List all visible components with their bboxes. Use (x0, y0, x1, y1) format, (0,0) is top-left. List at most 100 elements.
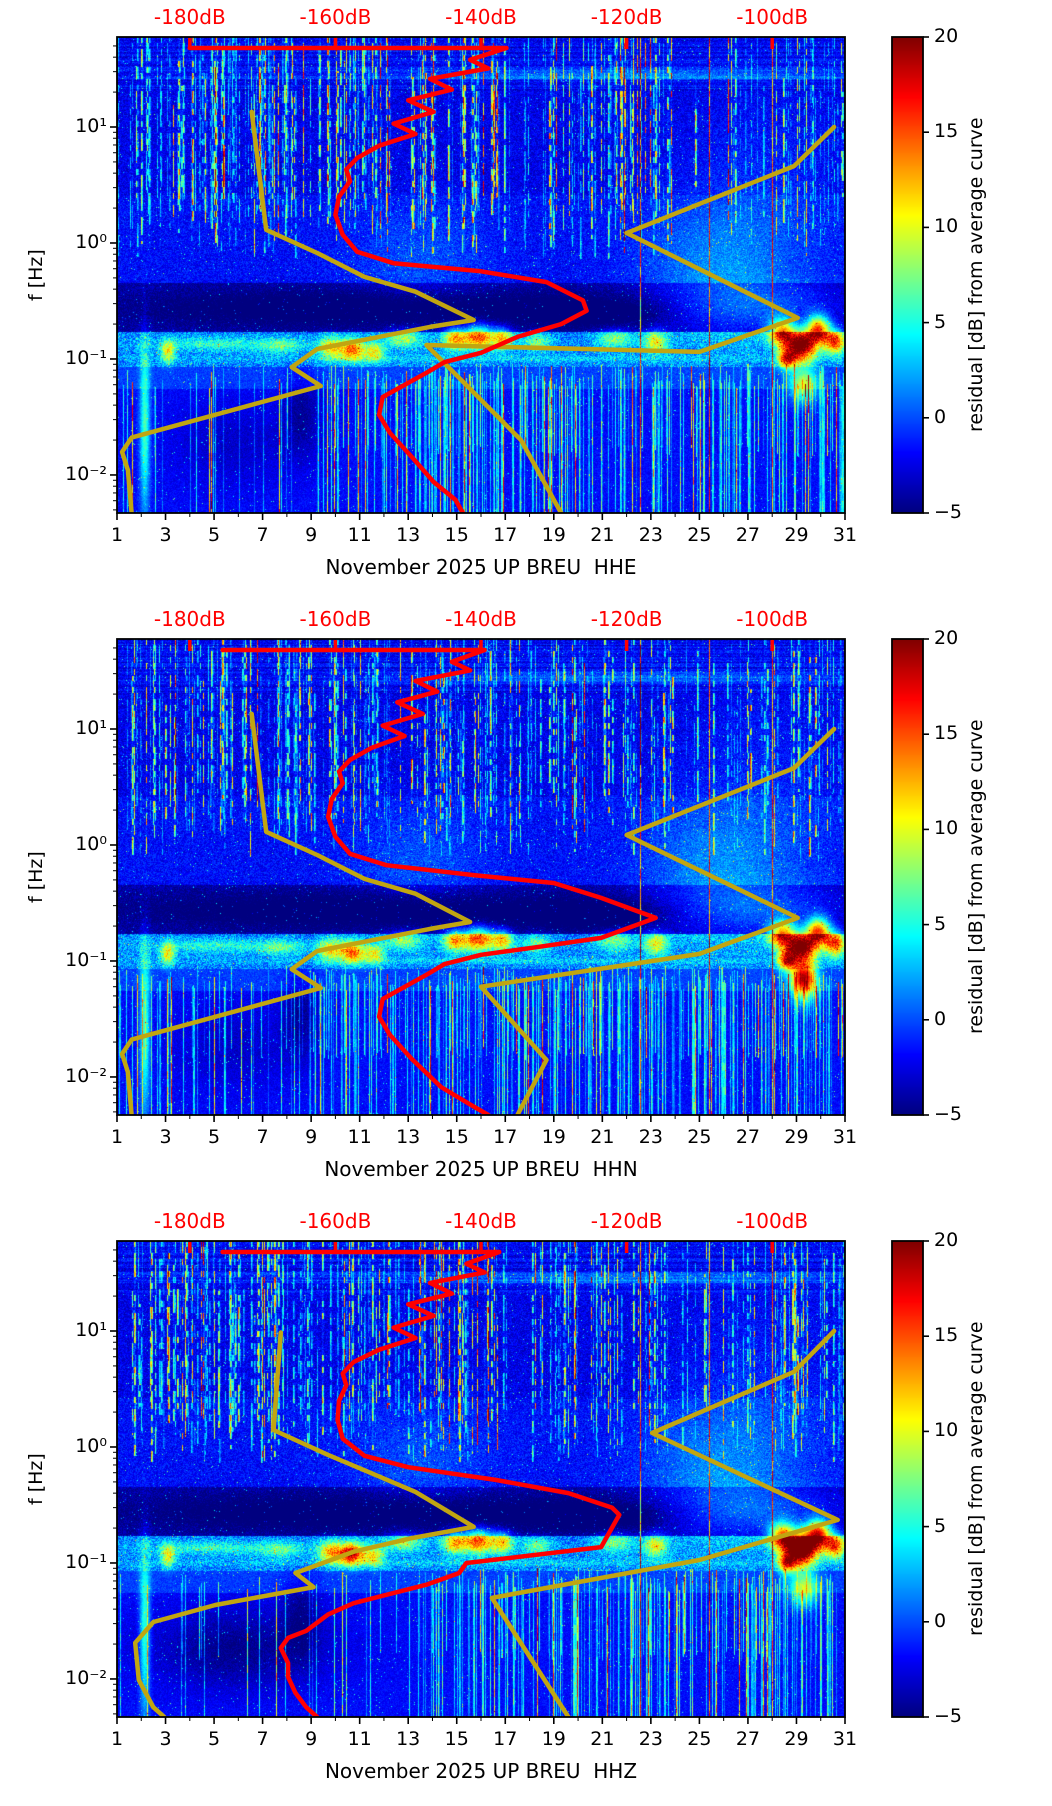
x-axis-tick-label: 27 (735, 524, 761, 546)
y-axis-tick-label: 10¹ (75, 1319, 107, 1341)
colorbar-tick-label: 10 (934, 817, 959, 840)
y-axis-tick-label: 10¹ (75, 717, 107, 739)
colorbar-tick-label: 0 (934, 1007, 947, 1030)
x-axis-tick-label: 7 (256, 1728, 269, 1750)
x-axis-tick-label: 17 (493, 1728, 518, 1750)
spectrogram-canvas-hhn (117, 639, 845, 1115)
x-axis-tick-label: 7 (256, 1126, 269, 1148)
colorbar-tick-label: 20 (934, 627, 959, 649)
x-axis-tick-label: 11 (347, 1728, 372, 1750)
x-axis-tick-label: 5 (208, 524, 221, 546)
red-db-axis-tick-label: -160dB (299, 1209, 372, 1233)
x-axis-tick-label: 23 (638, 524, 663, 546)
x-axis-tick-label: 1 (110, 1728, 124, 1750)
red-db-axis-tick-label: -100dB (736, 607, 809, 631)
colorbar-hhz (892, 1241, 923, 1717)
red-db-axis-tick-label: -160dB (299, 607, 372, 631)
red-db-axis-tick-label: -140dB (445, 607, 517, 631)
freq-axis-label: f [Hz] (25, 249, 47, 301)
colorbar-label: residual [dB] from average curve (965, 117, 987, 433)
panel-title: November 2025 UP BREU HHE (325, 555, 637, 579)
x-axis-tick-label: 21 (590, 524, 615, 546)
panel-title: November 2025 UP BREU HHN (324, 1157, 638, 1181)
colorbar-hhe (892, 37, 923, 513)
colorbar-tick-label: 5 (934, 310, 947, 333)
y-axis-tick-label: 10⁻² (65, 1666, 107, 1689)
colorbar-label: residual [dB] from average curve (965, 1321, 987, 1637)
red-db-axis-tick-label: -180dB (153, 1209, 226, 1233)
red-db-axis-tick-label: -120dB (590, 1209, 663, 1233)
colorbar-tick-label: −5 (934, 1103, 963, 1125)
spectrogram-canvas-hhe (117, 37, 845, 513)
x-axis-tick-label: 27 (735, 1728, 761, 1750)
colorbar-tick-label: 0 (934, 405, 947, 428)
x-axis-tick-label: 15 (444, 524, 469, 546)
y-axis-tick-label: 10⁰ (75, 832, 107, 855)
x-axis-tick-label: 9 (305, 1126, 318, 1148)
colorbar-label: residual [dB] from average curve (965, 719, 987, 1035)
freq-axis-label: f [Hz] (25, 1453, 47, 1505)
x-axis-tick-label: 13 (396, 1728, 421, 1750)
x-axis-tick-label: 1 (110, 524, 124, 546)
colorbar-hhn (892, 639, 923, 1115)
colorbar-tick-label: 10 (934, 1419, 959, 1442)
x-axis-tick-label: 13 (396, 1126, 421, 1148)
red-db-axis-tick-label: -120dB (590, 607, 663, 631)
x-axis-tick-label: 13 (396, 524, 421, 546)
colorbar-tick-label: 10 (934, 215, 959, 238)
x-axis-tick-label: 1 (110, 1126, 124, 1148)
y-axis-tick-label: 10¹ (75, 115, 107, 137)
red-db-axis-tick-label: -100dB (736, 1209, 809, 1233)
x-axis-tick-label: 17 (493, 524, 518, 546)
colorbar-tick-label: 15 (934, 1324, 959, 1347)
x-axis-tick-label: 3 (159, 1728, 172, 1750)
x-axis-tick-label: 19 (541, 524, 566, 546)
x-axis-tick-label: 31 (832, 524, 858, 546)
colorbar-tick-label: 20 (934, 25, 959, 47)
panel-title: November 2025 UP BREU HHZ (324, 1759, 638, 1783)
x-axis-tick-label: 11 (347, 1126, 372, 1148)
x-axis-tick-label: 25 (687, 1728, 712, 1750)
x-axis-tick-label: 5 (208, 1728, 221, 1750)
x-axis-tick-label: 11 (347, 524, 372, 546)
colorbar-tick-label: 5 (934, 1514, 947, 1537)
x-axis-tick-label: 21 (590, 1728, 615, 1750)
x-axis-tick-label: 5 (208, 1126, 221, 1148)
x-axis-tick-label: 9 (305, 1728, 318, 1750)
x-axis-tick-label: 17 (493, 1126, 518, 1148)
x-axis-tick-label: 27 (735, 1126, 761, 1148)
spectrogram-canvas-hhz (117, 1241, 845, 1717)
red-db-axis-tick-label: -120dB (590, 5, 663, 29)
colorbar-tick-label: 20 (934, 1229, 959, 1251)
x-axis-tick-label: 19 (541, 1126, 566, 1148)
y-axis-tick-label: 10⁻² (65, 462, 107, 485)
colorbar-tick-label: 15 (934, 120, 959, 143)
x-axis-tick-label: 31 (832, 1728, 858, 1750)
x-axis-tick-label: 25 (687, 524, 712, 546)
x-axis-tick-label: 3 (159, 1126, 172, 1148)
x-axis-tick-label: 9 (305, 524, 318, 546)
x-axis-tick-label: 29 (784, 1126, 809, 1148)
x-axis-tick-label: 21 (590, 1126, 615, 1148)
colorbar-tick-label: 0 (934, 1609, 947, 1632)
x-axis-tick-label: 7 (256, 524, 269, 546)
x-axis-tick-label: 29 (784, 524, 809, 546)
x-axis-tick-label: 31 (832, 1126, 858, 1148)
red-db-axis-tick-label: -180dB (153, 5, 226, 29)
red-db-axis-tick-label: -100dB (736, 5, 809, 29)
x-axis-tick-label: 15 (444, 1728, 469, 1750)
freq-axis-label: f [Hz] (25, 851, 47, 903)
colorbar-tick-label: −5 (934, 1705, 963, 1727)
colorbar-tick-label: −5 (934, 501, 963, 523)
colorbar-tick-label: 5 (934, 912, 947, 935)
x-axis-tick-label: 19 (541, 1728, 566, 1750)
colorbar-tick-label: 15 (934, 722, 959, 745)
x-axis-tick-label: 23 (638, 1126, 663, 1148)
x-axis-tick-label: 25 (687, 1126, 712, 1148)
x-axis-tick-label: 29 (784, 1728, 809, 1750)
y-axis-tick-label: 10⁻¹ (65, 346, 107, 369)
x-axis-tick-label: 23 (638, 1728, 663, 1750)
red-db-axis-tick-label: -160dB (299, 5, 372, 29)
y-axis-tick-label: 10⁰ (75, 230, 107, 253)
